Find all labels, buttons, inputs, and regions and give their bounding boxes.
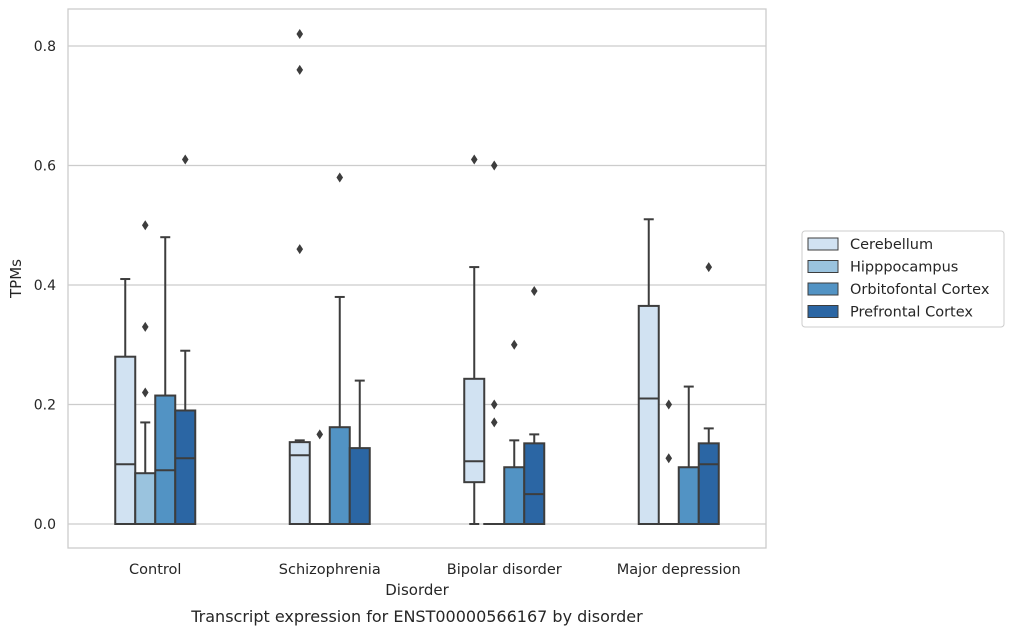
- y-tick-label: 0.2: [34, 398, 56, 414]
- x-tick-label: Major depression: [617, 562, 741, 578]
- box-iqr: [679, 467, 699, 524]
- box-iqr: [504, 467, 524, 524]
- legend-entry-label: Orbitofontal Cortex: [850, 282, 990, 298]
- y-tick-label: 0.6: [34, 159, 56, 175]
- x-tick-label: Control: [129, 562, 181, 578]
- box-iqr: [135, 473, 155, 524]
- box-iqr: [175, 410, 195, 524]
- legend-swatch: [808, 283, 838, 295]
- box-iqr: [350, 448, 370, 524]
- legend: Cerebellum Hipppocampus Orbitofontal Corte…: [802, 231, 1004, 327]
- box-iqr: [155, 396, 175, 524]
- box-iqr: [464, 379, 484, 482]
- box-iqr: [330, 427, 350, 524]
- legend-swatch: [808, 238, 838, 250]
- legend-swatch: [808, 261, 838, 273]
- x-axis-label: Disorder: [385, 581, 449, 599]
- legend-entry-label: Prefrontal Cortex: [850, 305, 973, 321]
- legend-swatch: [808, 306, 838, 318]
- x-tick-label: Bipolar disorder: [447, 562, 562, 578]
- box-iqr: [639, 306, 659, 524]
- box-iqr: [115, 357, 135, 524]
- legend-entry-label: Cerebellum: [850, 237, 933, 253]
- y-axis-label: TPMs: [7, 259, 25, 299]
- chart-caption: Transcript expression for ENST0000056616…: [190, 607, 643, 626]
- box-iqr: [699, 443, 719, 524]
- legend-entry-label: Hipppocampus: [850, 260, 958, 276]
- x-tick-label: Schizophrenia: [279, 562, 381, 578]
- box-iqr: [524, 443, 544, 524]
- y-tick-label: 0.4: [34, 278, 56, 294]
- y-tick-label: 0.0: [34, 517, 56, 533]
- y-tick-label: 0.8: [34, 39, 56, 55]
